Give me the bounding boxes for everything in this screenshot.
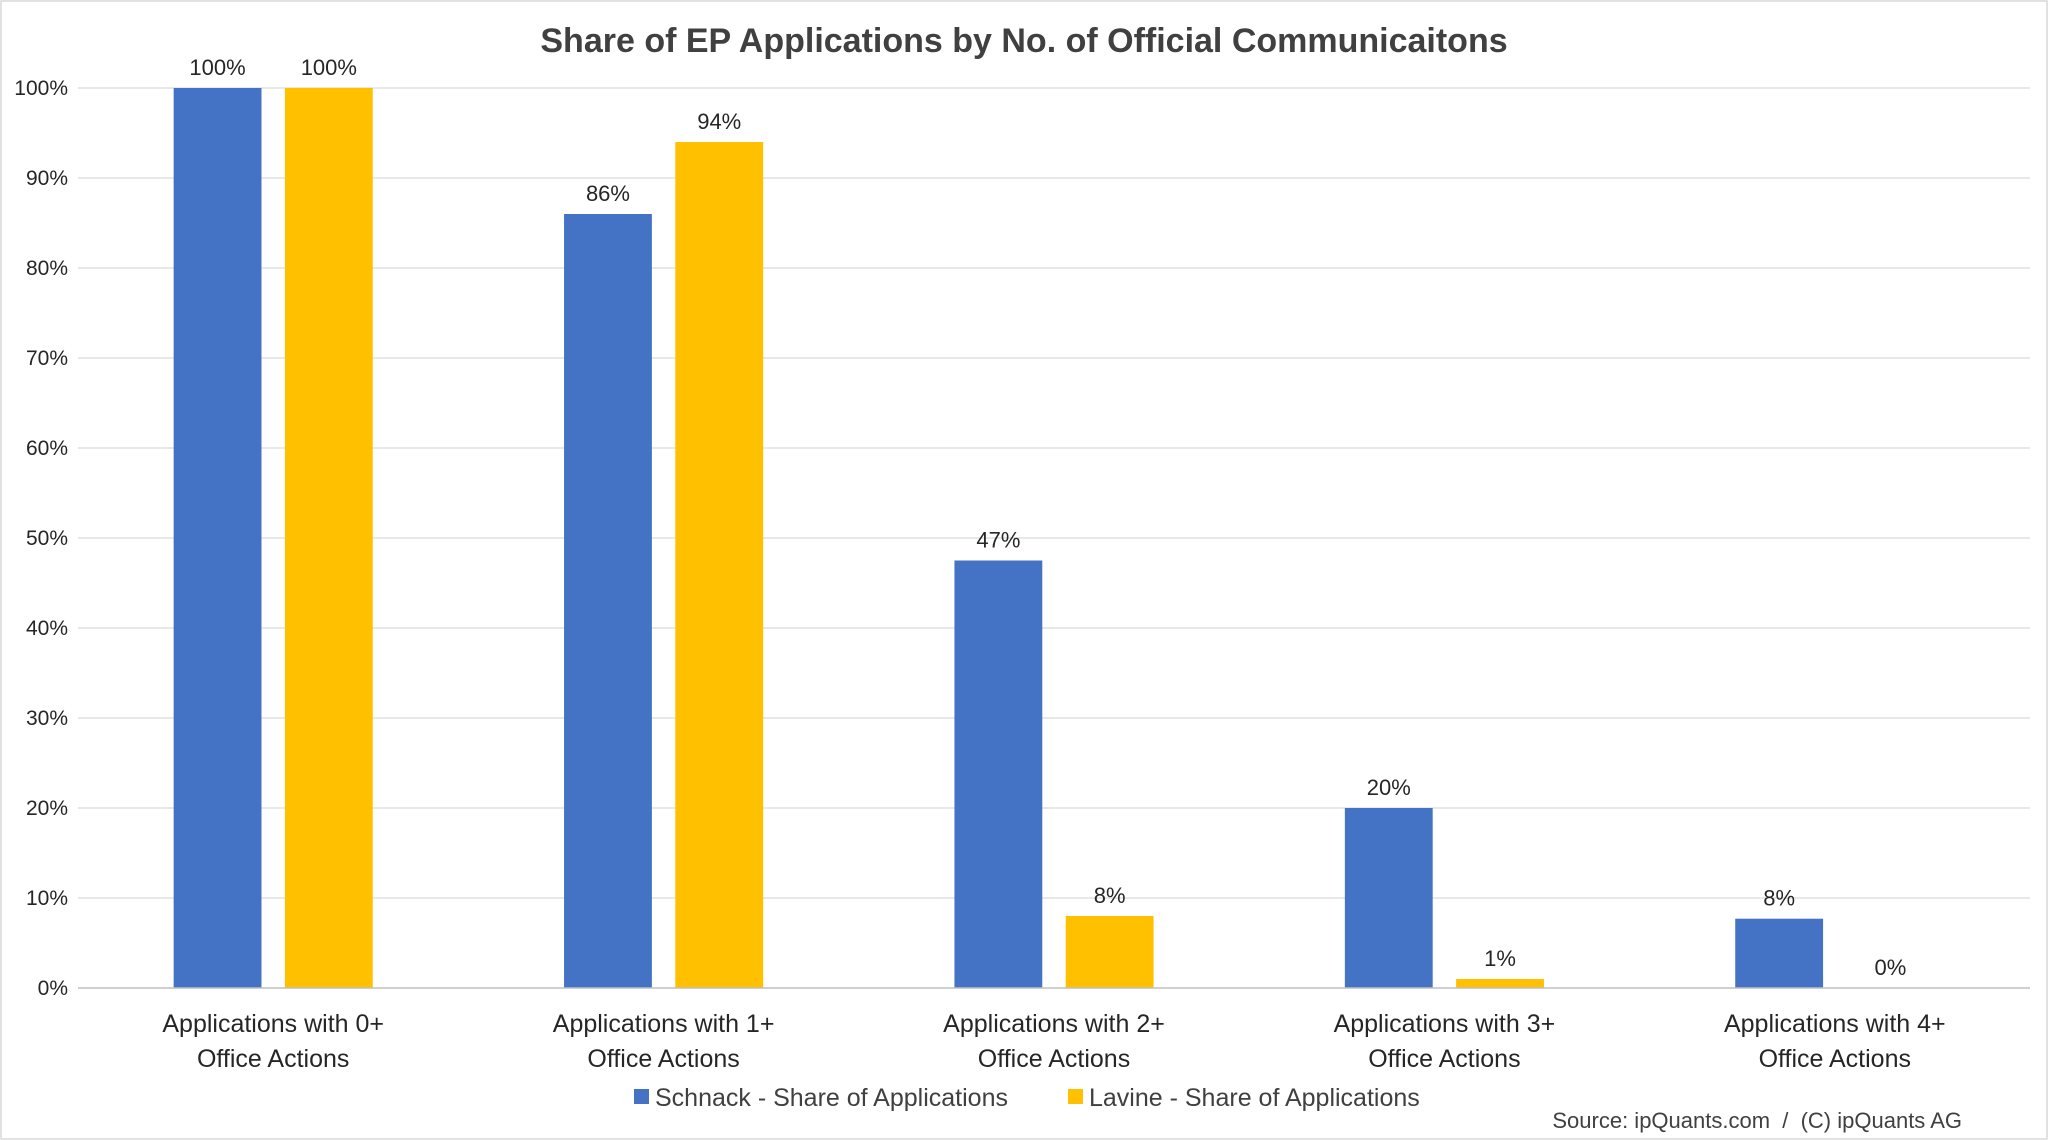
y-tick-label: 20%	[26, 797, 68, 820]
data-label: 1%	[1484, 946, 1516, 971]
x-category-label: Applications with 3+	[1334, 1010, 1556, 1038]
bar-schnack	[954, 560, 1043, 988]
data-label: 20%	[1367, 775, 1411, 800]
y-tick-label: 60%	[26, 437, 68, 460]
legend-swatch	[634, 1089, 649, 1104]
bar-lavine	[1065, 916, 1154, 988]
legend-label: Lavine - Share of Applications	[1089, 1084, 1420, 1112]
legend-label: Schnack - Share of Applications	[655, 1084, 1008, 1112]
y-tick-label: 90%	[26, 167, 68, 190]
y-axis: 0% 10% 20% 30% 40% 50% 60% 70% 80% 90% 100%	[14, 77, 68, 1000]
data-label: 47%	[976, 528, 1020, 553]
bar-lavine	[1456, 979, 1544, 988]
bars: 100% 100% 86% 94% 47% 8% 20% 1% 8% 0%	[173, 55, 1907, 988]
x-category-label: Office Actions	[197, 1045, 349, 1073]
data-label: 0%	[1875, 955, 1907, 980]
legend-swatch	[1068, 1089, 1083, 1104]
y-tick-label: 50%	[26, 527, 68, 550]
y-tick-label: 40%	[26, 617, 68, 640]
x-category-label: Applications with 1+	[553, 1010, 775, 1038]
bar-schnack	[1735, 918, 1824, 988]
bar-lavine	[675, 142, 764, 988]
source-note: Source: ipQuants.com / (C) ipQuants AG	[1552, 1108, 1962, 1133]
x-category-label: Office Actions	[978, 1045, 1130, 1073]
legend: Schnack - Share of Applications Lavine - …	[634, 1084, 1420, 1112]
x-category-label: Applications with 2+	[943, 1010, 1165, 1038]
x-category-label: Applications with 0+	[162, 1010, 384, 1038]
data-label: 86%	[586, 181, 630, 206]
bar-schnack	[564, 214, 652, 988]
y-tick-label: 0%	[38, 977, 68, 1000]
y-tick-label: 70%	[26, 347, 68, 370]
bar-schnack	[173, 88, 262, 988]
bar-schnack	[1344, 808, 1433, 988]
y-tick-label: 10%	[26, 887, 68, 910]
data-label: 8%	[1763, 886, 1795, 911]
data-label: 100%	[301, 55, 357, 80]
x-category-label: Office Actions	[587, 1045, 739, 1073]
data-label: 8%	[1094, 883, 1126, 908]
y-tick-label: 30%	[26, 707, 68, 730]
data-label: 94%	[697, 109, 741, 134]
chart-title: Share of EP Applications by No. of Offic…	[540, 22, 1507, 60]
y-tick-label: 80%	[26, 257, 68, 280]
x-axis: Applications with 0+ Office Actions Applic…	[78, 987, 2030, 1073]
gridlines	[78, 87, 2030, 899]
y-tick-label: 100%	[14, 77, 68, 100]
x-category-label: Office Actions	[1368, 1045, 1520, 1073]
bar-lavine	[284, 88, 373, 988]
x-category-label: Office Actions	[1759, 1045, 1911, 1073]
x-category-label: Applications with 4+	[1724, 1010, 1946, 1038]
data-label: 100%	[189, 55, 245, 80]
